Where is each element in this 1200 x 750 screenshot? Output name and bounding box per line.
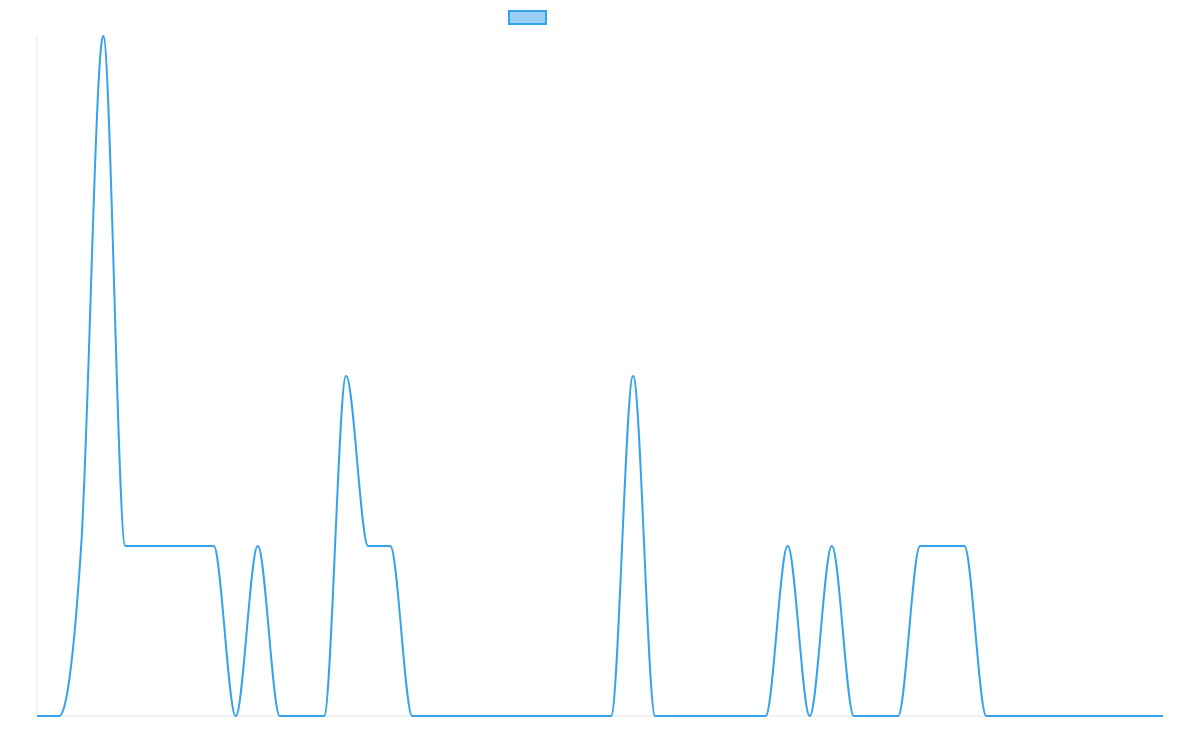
data-point [233,713,239,719]
data-point [983,713,989,719]
data-point [1005,713,1011,719]
data-point [586,713,592,719]
data-point [189,543,195,549]
data-point [211,543,217,549]
data-point [674,713,680,719]
data-point [409,713,415,719]
data-point [34,713,40,719]
data-point [56,713,62,719]
data-point [144,543,150,549]
data-point [78,543,84,549]
data-point [564,713,570,719]
data-point [807,713,813,719]
data-point [608,713,614,719]
series-line [37,35,1163,717]
data-point [520,713,526,719]
data-point [343,373,349,379]
data-point [696,713,702,719]
data-point [1094,713,1100,719]
data-point [299,713,305,719]
data-point [542,713,548,719]
data-point [917,543,923,549]
data-point [939,543,945,549]
data-point [741,713,747,719]
data-point [387,543,393,549]
data-point [453,713,459,719]
data-point [785,543,791,549]
data-point [431,713,437,719]
data-point [895,713,901,719]
data-point [1138,713,1144,719]
data-point [1160,713,1166,719]
data-point [498,713,504,719]
data-point [1050,713,1056,719]
data-point [652,713,658,719]
data-point [763,713,769,719]
data-point [961,543,967,549]
legend-swatch[interactable] [508,10,547,25]
data-point [630,373,636,379]
data-point [166,543,172,549]
data-point [718,713,724,719]
data-point [1116,713,1122,719]
data-point [1072,713,1078,719]
data-point [829,543,835,549]
data-point [122,543,128,549]
data-point [476,713,482,719]
data-point [255,543,261,549]
data-point [365,543,371,549]
data-point [1028,713,1034,719]
data-point [873,713,879,719]
data-point [321,713,327,719]
data-point [100,33,106,39]
data-point [277,713,283,719]
data-point [851,713,857,719]
